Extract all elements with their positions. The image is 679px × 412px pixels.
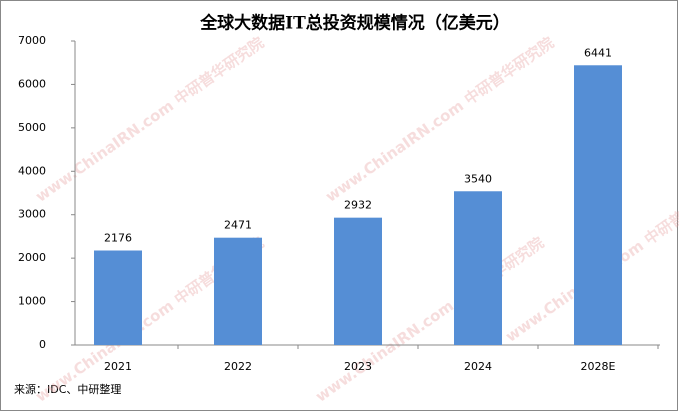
bar xyxy=(454,191,502,345)
bar xyxy=(94,250,142,345)
bar xyxy=(574,65,622,345)
x-tick-label: 2022 xyxy=(224,360,252,373)
x-tick-label: 2028E xyxy=(581,360,616,373)
y-tick-label: 7000 xyxy=(18,34,46,47)
value-label: 2932 xyxy=(344,199,372,212)
x-tick-label: 2023 xyxy=(344,360,372,373)
bar xyxy=(334,217,382,345)
y-tick-label: 6000 xyxy=(18,77,46,90)
y-tick-label: 5000 xyxy=(18,121,46,134)
source-note: 来源：IDC、中研整理 xyxy=(14,382,121,396)
bar xyxy=(214,237,262,345)
value-label: 2471 xyxy=(224,219,252,232)
y-tick-label: 0 xyxy=(39,338,46,351)
y-tick-label: 1000 xyxy=(18,295,46,308)
x-tick-label: 2024 xyxy=(464,360,492,373)
chart-title: 全球大数据IT总投资规模情况（亿美元） xyxy=(199,13,510,34)
y-tick-label: 2000 xyxy=(18,251,46,264)
value-label: 3540 xyxy=(464,172,492,185)
y-tick-label: 4000 xyxy=(18,164,46,177)
value-label: 2176 xyxy=(104,231,132,244)
x-tick-label: 2021 xyxy=(104,360,132,373)
value-label: 6441 xyxy=(584,46,612,59)
y-tick-label: 3000 xyxy=(18,208,46,221)
